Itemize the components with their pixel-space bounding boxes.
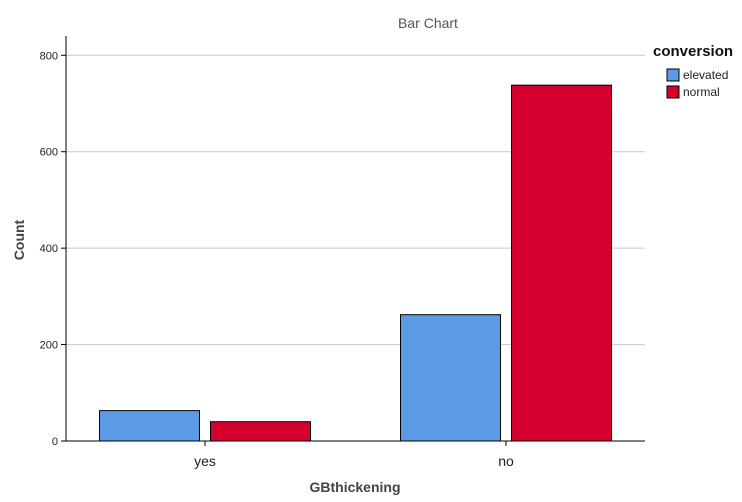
legend-swatch-normal: [666, 85, 680, 99]
bar-yes-normal: [210, 421, 311, 442]
chart-title: Bar Chart: [398, 15, 458, 31]
y-tick-label-0: 0: [52, 436, 58, 448]
legend-title: conversion: [653, 43, 733, 60]
bar-no-elevated: [400, 314, 501, 442]
legend-items: elevated normal: [666, 68, 728, 99]
x-axis-ticks: yes no: [194, 441, 514, 469]
legend-label-normal: normal: [683, 85, 720, 99]
x-tick-label-yes: yes: [194, 453, 216, 469]
y-tick-label-200: 200: [40, 340, 58, 352]
x-tick-label-no: no: [498, 453, 514, 469]
bars: [99, 84, 612, 442]
legend-swatch-elevated: [666, 68, 680, 82]
bar-no-normal: [511, 84, 612, 442]
x-axis-title: GBthickening: [309, 479, 400, 495]
legend: conversion elevated normal: [653, 43, 733, 99]
y-axis-title: Count: [11, 219, 27, 260]
y-tick-label-600: 600: [40, 147, 58, 159]
y-axis-ticks: 0 200 400 600 800: [40, 50, 66, 448]
bar-yes-elevated: [99, 410, 200, 442]
legend-label-elevated: elevated: [683, 68, 728, 82]
y-tick-label-400: 400: [40, 243, 58, 255]
y-tick-label-800: 800: [40, 50, 58, 62]
